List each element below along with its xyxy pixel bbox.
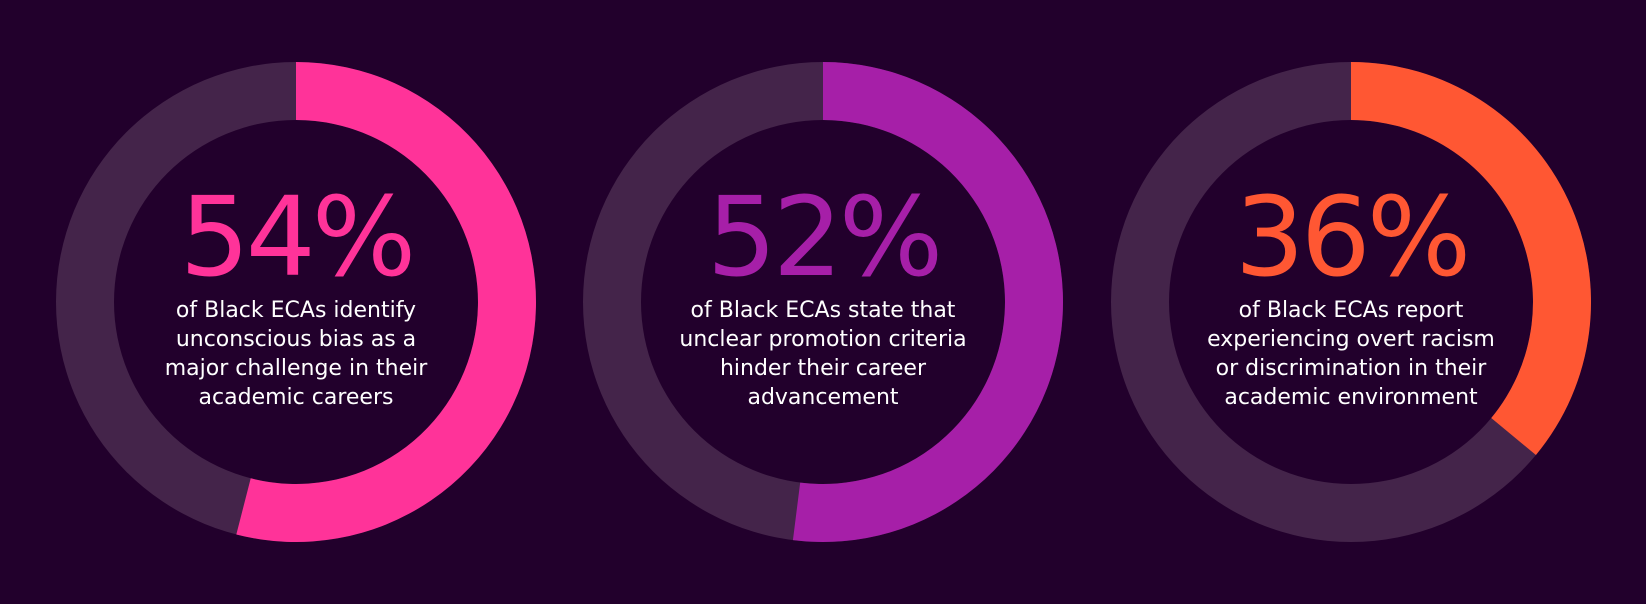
percentage-value: 36%	[1234, 173, 1472, 301]
donut-fill-arc	[1351, 62, 1591, 455]
percentage-value: 54%	[179, 173, 417, 301]
percentage-value: 52%	[706, 173, 944, 301]
donut-ring	[1111, 62, 1591, 542]
donut-chart-unconscious-bias: 54% of Black ECAs identify unconscious b…	[56, 62, 536, 542]
stat-caption: of Black ECAs identify unconscious bias …	[164, 298, 428, 410]
donut-ring	[56, 62, 536, 542]
donut-label-block: 36% of Black ECAs report experiencing ov…	[1201, 182, 1501, 412]
donut-fill-arc	[792, 62, 1063, 542]
donut-label-block: 54% of Black ECAs identify unconscious b…	[146, 182, 446, 412]
donut-ring	[583, 62, 1063, 542]
donut-fill-arc	[236, 62, 536, 542]
stat-caption: of Black ECAs state that unclear promoti…	[679, 298, 967, 410]
donut-chart-promotion-criteria: 52% of Black ECAs state that unclear pro…	[583, 62, 1063, 542]
donut-label-block: 52% of Black ECAs state that unclear pro…	[673, 182, 973, 412]
donut-chart-overt-racism: 36% of Black ECAs report experiencing ov…	[1111, 62, 1591, 542]
stat-caption: of Black ECAs report experiencing overt …	[1207, 298, 1495, 410]
